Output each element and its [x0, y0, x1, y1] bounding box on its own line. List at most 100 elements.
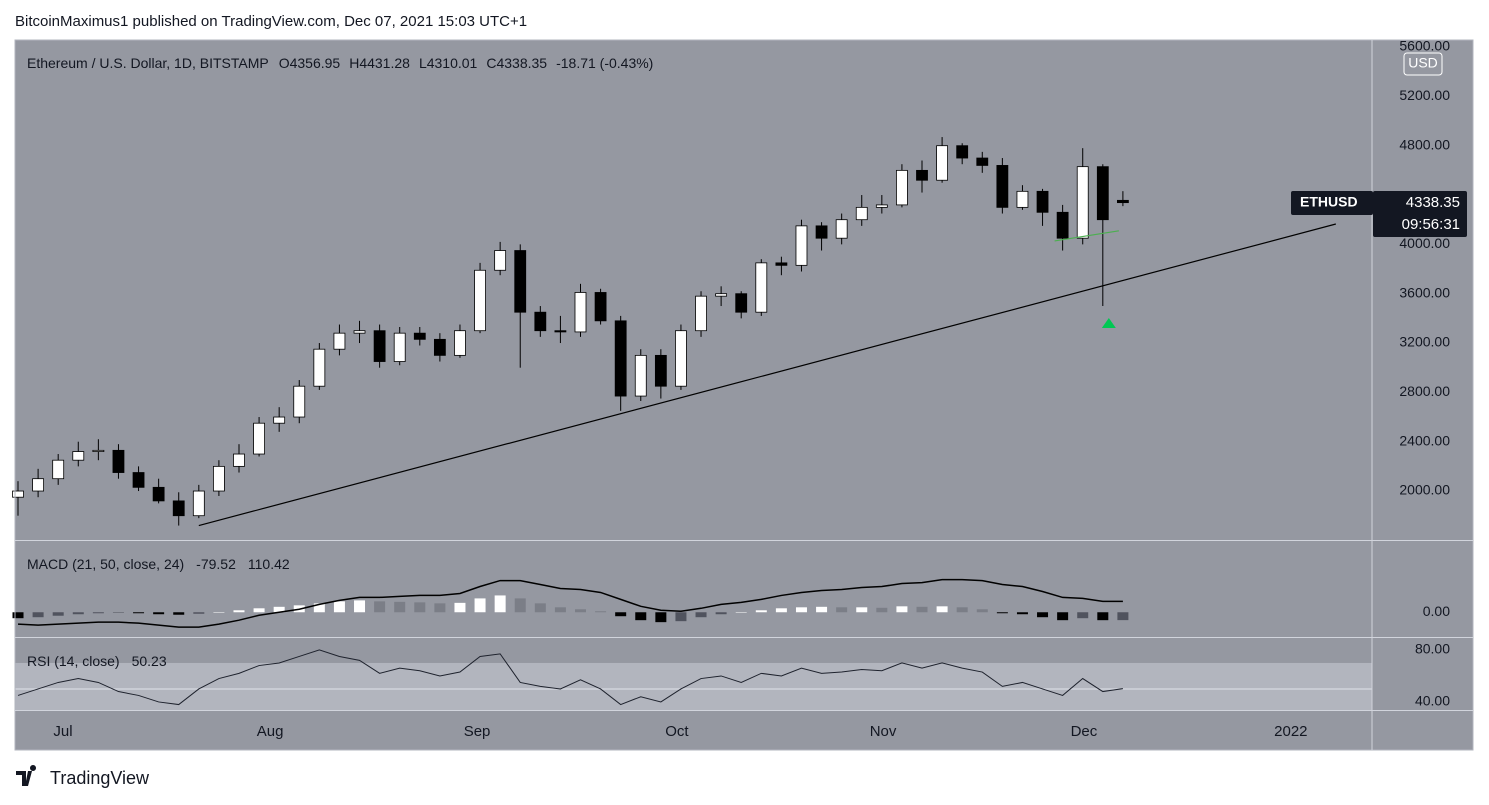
change: -18.71 (-0.43%) [556, 55, 653, 71]
x-tick-label: Nov [870, 723, 897, 740]
rsi-band [15, 662, 1372, 710]
indicator-title: MACD (21, 50, close, 24) [27, 556, 184, 572]
histogram-bar [133, 612, 145, 614]
candle-body [12, 490, 24, 498]
histogram-bar [1097, 612, 1109, 621]
candle-body [775, 262, 788, 266]
x-tick-label: Aug [257, 723, 284, 740]
histogram-bar [795, 607, 807, 613]
histogram-bar [775, 608, 787, 613]
y-tick-label: 3200.00 [1399, 334, 1450, 350]
histogram-bar [514, 598, 526, 613]
candle-body [474, 269, 486, 332]
y-tick-label: 4800.00 [1399, 136, 1450, 152]
histogram-bar [996, 612, 1008, 614]
x-tick-label: Jul [53, 723, 72, 740]
support-line [1054, 230, 1119, 242]
plot-background [15, 40, 1372, 710]
x-tick-label: Dec [1071, 723, 1098, 740]
histogram-bar [695, 612, 707, 618]
ohlc-letter: C [486, 55, 496, 71]
time-axis [15, 710, 1372, 750]
candle-body [192, 490, 205, 517]
histogram-bar [1037, 612, 1049, 618]
last-price: 4338.35 [1406, 194, 1460, 211]
histogram-bar [595, 611, 607, 613]
currency: USD [1408, 55, 1438, 71]
histogram-bar [876, 607, 888, 613]
y-tick-label: 4000.00 [1399, 235, 1450, 251]
histogram-bar [273, 606, 285, 613]
brand-logo [16, 764, 37, 786]
macd-legend: MACD (21, 50, close, 24) -79.52 110.42 [27, 556, 290, 572]
histogram-bar [52, 612, 64, 616]
indicator-title: RSI (14, close) [27, 653, 120, 669]
candle-body [253, 422, 265, 455]
candle-body [594, 292, 607, 322]
candle-body [72, 451, 85, 461]
ohlc-letter: H [349, 55, 359, 71]
candle-body [353, 330, 366, 334]
symbol-title: Ethereum / U.S. Dollar, 1D, BITSTAMP [27, 55, 269, 71]
candle-body [855, 206, 868, 221]
histogram-bar [414, 602, 426, 613]
candle-body [675, 330, 687, 387]
y-tick-label: 5200.00 [1399, 87, 1450, 103]
histogram-bar [434, 603, 446, 613]
histogram-bar [575, 609, 587, 613]
candle-body [132, 472, 145, 488]
histogram-bar [715, 612, 727, 615]
candle-body [1016, 190, 1029, 208]
candle-body [534, 311, 547, 332]
overlay: 2000.00 2400.00 2800.00 3200.00 3600.00 4000.… [27, 38, 1467, 740]
candle-body [755, 262, 768, 313]
ohlc-letter: O [279, 55, 290, 71]
histogram-bar [313, 603, 325, 613]
x-tick-label: Oct [665, 723, 689, 740]
candle-body [654, 354, 667, 387]
y-tick-label: 0.00 [1423, 603, 1450, 619]
histogram-bar [936, 606, 948, 613]
candle-body [92, 449, 105, 452]
ohlc-value: 4338.35 [496, 55, 547, 71]
histogram-bar [675, 612, 687, 622]
histogram-bar [32, 612, 44, 618]
ohlc-value: 4431.28 [359, 55, 410, 71]
histogram-bar [173, 612, 185, 615]
histogram-bar [836, 607, 848, 613]
candle-body [112, 449, 125, 473]
histogram-bar [193, 612, 205, 614]
histogram-bar [153, 612, 165, 615]
histogram-bar [554, 607, 566, 613]
histogram-bar [12, 612, 24, 619]
candle-body [333, 332, 346, 350]
legend-row: Ethereum / U.S. Dollar, 1D, BITSTAMP O435… [27, 55, 653, 71]
histogram-bar [394, 601, 406, 613]
histogram-bar [615, 612, 627, 617]
countdown: 09:56:31 [1402, 216, 1460, 233]
histogram-bar [354, 600, 366, 613]
histogram-bar [856, 607, 868, 613]
ohlc-value: 4356.95 [290, 55, 341, 71]
candle-body [373, 330, 386, 362]
candle-body [735, 293, 748, 313]
candle-body [152, 486, 165, 502]
ohlc-letter: L [419, 55, 427, 71]
candle-body [695, 295, 707, 332]
histogram-bar [896, 606, 908, 613]
candle-body [634, 354, 647, 397]
histogram-bar [213, 612, 225, 613]
symbol-label-bg [1291, 191, 1373, 215]
currency-box [1403, 52, 1443, 76]
candle-body [715, 293, 728, 297]
candle-body [32, 478, 45, 492]
candle-body [574, 292, 587, 333]
candle-body [273, 416, 286, 424]
macd-line [17, 578, 1123, 628]
histogram-bar [474, 598, 486, 613]
histogram-bar [735, 612, 747, 613]
histogram-bar [112, 612, 124, 613]
y-tick-label: 2400.00 [1399, 432, 1450, 448]
histogram-bar [816, 606, 828, 613]
